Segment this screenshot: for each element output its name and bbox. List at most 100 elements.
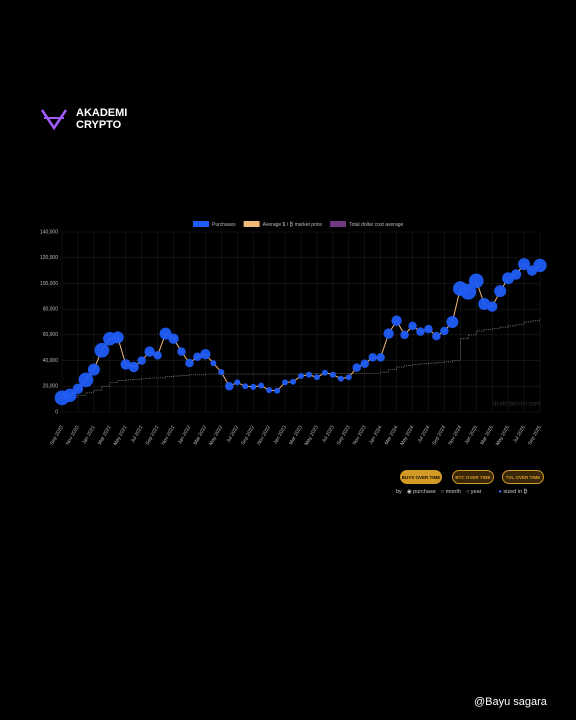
purchase-bubble	[193, 352, 202, 361]
purchase-bubble	[391, 315, 402, 326]
legend-label: Purchases	[212, 222, 236, 228]
option: month	[445, 489, 461, 495]
purchase-bubble	[87, 363, 100, 376]
x-tick-label: Jan 2023	[272, 424, 288, 445]
x-tick-label: May 2023	[304, 424, 320, 446]
purchase-bubble	[494, 285, 507, 298]
purchase-bubble	[63, 388, 77, 402]
x-tick-label: Nov 2024	[447, 424, 463, 446]
purchase-bubble	[210, 360, 217, 367]
x-tick-label: Sep 2020	[49, 424, 65, 446]
purchase-bubble	[218, 369, 225, 376]
option: year	[470, 489, 482, 495]
by-label: by	[396, 489, 402, 495]
purchase-bubble	[177, 347, 186, 356]
purchase-bubble	[120, 359, 131, 370]
purchase-bubble	[144, 346, 155, 357]
purchase-bubble	[225, 382, 234, 391]
purchase-bubble	[468, 273, 484, 289]
purchase-bubble	[168, 333, 179, 344]
purchase-bubble	[368, 353, 377, 362]
x-tick-label: Jan 2022	[177, 424, 193, 445]
brand: AKADEMI	[76, 107, 127, 119]
purchase-bubble	[72, 383, 84, 395]
y-tick-label: 140,000	[40, 229, 58, 235]
purchase-bubble	[376, 353, 385, 362]
purchase-bubble	[250, 383, 257, 390]
controls: by ◉ purchase ○ month ○ year ● sized in …	[396, 489, 528, 495]
purchase-bubble	[432, 331, 441, 341]
legend-swatch	[193, 221, 209, 227]
size-label: sized in ₿	[503, 489, 528, 495]
y-tick-label: 80,000	[43, 306, 59, 312]
x-tick-label: Nov 2020	[65, 424, 81, 446]
x-tick-label: Jul 2025	[512, 424, 527, 444]
radio[interactable]: ◉ purchase	[406, 489, 436, 495]
watermark: dcaforbitcoin.com	[493, 402, 540, 408]
x-tick-label: Sep 2025	[527, 424, 543, 446]
x-tick-label: Mar 2021	[97, 424, 113, 445]
purchase-bubble	[337, 375, 344, 382]
footer-handle: @Bayu sagara	[474, 696, 547, 708]
x-tick-label: Jul 2021	[130, 424, 145, 444]
x-tick-label: Jan 2025	[464, 424, 480, 445]
purchase-bubble	[153, 351, 162, 360]
logo-icon	[40, 109, 68, 131]
tab-button[interactable]: BTC OVER TIME	[452, 470, 494, 484]
purchase-bubble	[266, 387, 273, 394]
purchase-bubble	[533, 258, 547, 273]
chart: dcaforbitcoin.com 0 20,000 40,000 60,000 80,…	[40, 221, 547, 447]
legend-swatch	[243, 221, 260, 227]
x-tick-label: Sep 2024	[431, 424, 447, 446]
purchase-bubble	[200, 348, 211, 360]
option: purchase	[413, 489, 436, 495]
purchase-bubble	[345, 374, 352, 381]
brand: CRYPTO	[76, 119, 122, 131]
x-tick-label: Nov 2022	[256, 424, 272, 446]
x-tick-label: May 2025	[495, 424, 511, 446]
y-tick-label: 0	[55, 409, 58, 415]
x-tick-label: Sep 2022	[240, 424, 256, 446]
y-tick-label: 120,000	[40, 255, 58, 261]
x-tick-label: Sep 2021	[145, 424, 161, 446]
x-tick-label: May 2021	[112, 424, 128, 446]
x-tick-label: Jan 2024	[368, 424, 384, 445]
purchase-bubble	[242, 383, 249, 390]
purchase-bubble	[128, 361, 139, 373]
purchase-bubble	[185, 358, 194, 368]
x-tick-label: Mar 2022	[193, 424, 209, 445]
dca-line	[62, 319, 541, 399]
purchase-bubble	[78, 372, 94, 388]
radio[interactable]: ○ month	[440, 489, 461, 495]
x-tick-label: Nov 2023	[352, 424, 368, 446]
purchase-bubble	[518, 258, 531, 271]
tab-button[interactable]: TVL OVER TIME	[502, 470, 544, 484]
purchase-bubble	[137, 356, 146, 365]
purchase-bubble	[487, 301, 498, 312]
purchase-bubble	[94, 342, 110, 358]
tab-button[interactable]: BUYS OVER TIME	[400, 470, 442, 484]
x-tick-label: Jul 2023	[321, 424, 336, 444]
radio[interactable]: ○ year	[465, 489, 482, 495]
y-tick-label: 60,000	[43, 332, 59, 338]
purchase-bubble	[159, 327, 172, 340]
purchase-bubble	[290, 378, 297, 385]
purchase-bubble	[408, 321, 417, 331]
purchase-bubble	[282, 379, 289, 386]
x-tick-label: Jul 2022	[225, 424, 240, 444]
x-tick-label: Mar 2023	[288, 424, 304, 445]
y-tick-label: 40,000	[43, 358, 59, 364]
size-toggle[interactable]: ● sized in ₿	[498, 489, 528, 495]
x-tick-label: Mar 2024	[384, 424, 400, 445]
x-tick-label: Sep 2023	[336, 424, 352, 446]
purchase-bubble	[460, 283, 477, 300]
purchase-bubble	[424, 324, 433, 334]
x-tick-label: May 2024	[399, 424, 415, 446]
purchase-bubble	[305, 371, 312, 378]
purchase-bubble	[416, 327, 425, 336]
legend-swatch	[330, 221, 347, 227]
legend-label: Average $ / ₿ market price	[263, 221, 323, 228]
x-tick-label: Nov 2021	[161, 424, 177, 446]
purchase-bubble	[510, 269, 522, 280]
